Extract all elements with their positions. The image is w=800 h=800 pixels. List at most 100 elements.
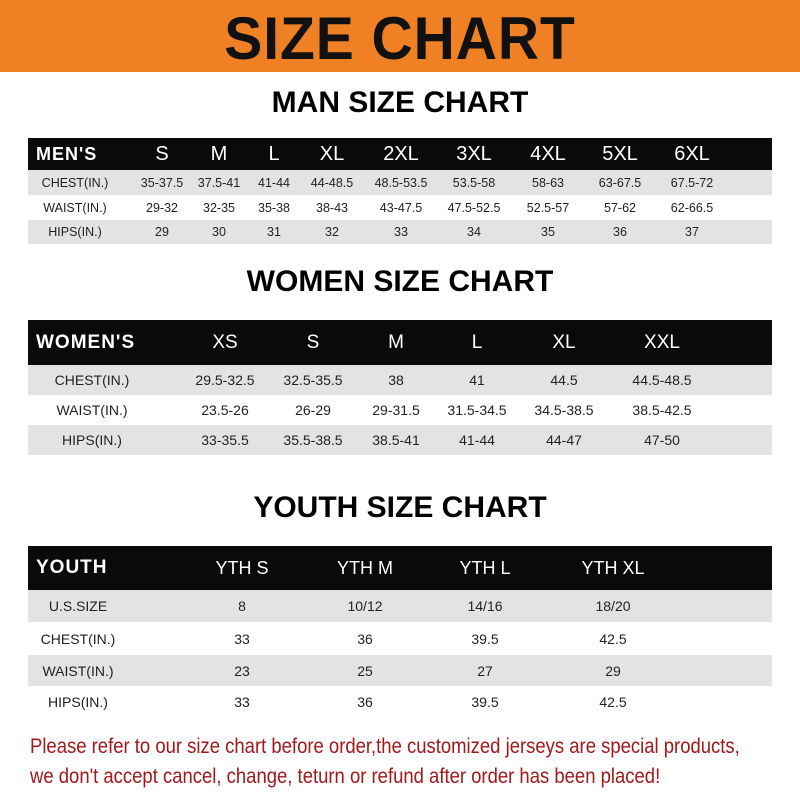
row-label: WAIST(IN.) xyxy=(42,662,114,679)
size-header-cell: XL xyxy=(319,142,345,165)
table-cell: 35-37.5 xyxy=(140,175,184,190)
table-cell: 29-32 xyxy=(146,200,178,215)
table-row: WAIST(IN.) 29-32 32-35 35-38 38-43 43-47.5 47.… xyxy=(28,195,772,220)
table-cell: 38 xyxy=(388,372,404,388)
size-header-cell: YTH S xyxy=(215,557,269,578)
row-label: CHEST(IN.) xyxy=(40,630,116,647)
row-label: CHEST(IN.) xyxy=(41,175,109,190)
row-label: U.S.SIZE xyxy=(48,598,108,614)
size-header-cell: XXL xyxy=(644,331,680,353)
table-cell: 38.5-42.5 xyxy=(632,402,692,418)
size-header-cell: YTH M xyxy=(337,557,393,578)
table-cell: 27 xyxy=(477,662,493,679)
size-header-cell: 6XL xyxy=(674,142,710,165)
size-header-cell: M xyxy=(210,142,228,165)
row-label: HIPS(IN.) xyxy=(48,694,108,710)
table-cell: 14/16 xyxy=(467,598,503,614)
page-title: SIZE CHART xyxy=(224,5,576,72)
table-cell: 10/12 xyxy=(347,598,383,614)
table-cell: 58-63 xyxy=(532,175,564,190)
table-header-row: WOMEN'S XS S M L XL XXL xyxy=(28,320,772,365)
size-header-cell: XL xyxy=(552,331,576,353)
table-row: HIPS(IN.) 33 36 39.5 42.5 xyxy=(28,686,772,718)
table-row: CHEST(IN.) 29.5-32.5 32.5-35.5 38 41 44.5 44.5… xyxy=(28,365,772,395)
table-row: WAIST(IN.) 23 25 27 29 xyxy=(28,655,772,686)
table-cell: 29 xyxy=(155,225,169,239)
notice-line-1: Please refer to our size chart before or… xyxy=(30,735,740,758)
table-cell: 35-38 xyxy=(258,200,290,215)
table-cell: 34 xyxy=(467,225,481,239)
notice-line-2: we don't accept cancel, change, teturn o… xyxy=(30,765,661,788)
women-size-table: WOMEN'S XS S M L XL XXL CHEST(IN.) 29.5-32.5 32.5… xyxy=(28,320,772,455)
size-header-cell: 4XL xyxy=(530,142,566,165)
table-cell: 32.5-35.5 xyxy=(283,372,343,388)
table-cell: 39.5 xyxy=(471,694,499,710)
table-cell: 42.5 xyxy=(599,694,627,710)
size-header-cell: M xyxy=(388,331,404,353)
table-cell: 47-50 xyxy=(644,432,680,448)
size-header-cell: 2XL xyxy=(383,142,419,165)
table-title-cell: MEN'S xyxy=(36,143,98,164)
table-cell: 36 xyxy=(613,225,627,239)
table-cell: 42.5 xyxy=(599,630,627,647)
table-cell: 44.5 xyxy=(550,372,578,388)
table-cell: 57-62 xyxy=(604,200,636,215)
table-cell: 53.5-58 xyxy=(452,175,496,190)
table-row: HIPS(IN.) 33-35.5 35.5-38.5 38.5-41 41-44 44-… xyxy=(28,425,772,455)
women-section-title: WOMEN SIZE CHART xyxy=(246,265,554,298)
table-row: CHEST(IN.) 35-37.5 37.5-41 41-44 44-48.5 48.5… xyxy=(28,170,772,195)
table-cell: 62-66.5 xyxy=(670,200,714,215)
table-cell: 33 xyxy=(394,225,408,239)
size-header-cell: XS xyxy=(212,331,238,353)
table-cell: 41 xyxy=(469,372,485,388)
table-cell: 30 xyxy=(212,225,226,239)
row-label: HIPS(IN.) xyxy=(62,432,122,448)
size-header-cell: YTH XL xyxy=(581,557,645,578)
table-cell: 36 xyxy=(357,694,373,710)
table-cell: 18/20 xyxy=(595,598,631,614)
table-cell: 26-29 xyxy=(295,402,331,418)
size-header-cell: S xyxy=(155,142,169,165)
size-header-cell: L xyxy=(471,331,483,353)
size-header-cell: L xyxy=(268,142,280,165)
table-row: HIPS(IN.) 29 30 31 32 33 34 35 36 37 xyxy=(28,220,772,244)
size-header-cell: YTH L xyxy=(459,557,511,578)
table-cell: 38-43 xyxy=(316,200,348,215)
table-header-row: MEN'S S M L XL 2XL 3XL 4XL 5XL 6XL xyxy=(28,138,772,170)
table-cell: 33 xyxy=(234,694,250,710)
youth-size-table: YOUTH YTH S YTH M YTH L YTH XL U.S.SIZE 8 10/12… xyxy=(28,546,772,718)
men-section-title: MAN SIZE CHART xyxy=(271,86,529,119)
table-cell: 43-47.5 xyxy=(379,200,423,215)
youth-section-title: YOUTH SIZE CHART xyxy=(253,491,547,524)
table-title-cell: YOUTH xyxy=(36,557,108,578)
table-row: CHEST(IN.) 33 36 39.5 42.5 xyxy=(28,622,772,655)
table-title-cell: WOMEN'S xyxy=(36,331,136,353)
size-header-cell: S xyxy=(306,331,320,353)
table-header-row: YOUTH YTH S YTH M YTH L YTH XL xyxy=(28,546,772,590)
table-cell: 32 xyxy=(325,225,339,239)
table-row: U.S.SIZE 8 10/12 14/16 18/20 xyxy=(28,590,772,622)
table-cell: 8 xyxy=(238,598,246,614)
table-cell: 31.5-34.5 xyxy=(447,402,507,418)
table-cell: 34.5-38.5 xyxy=(534,402,594,418)
table-cell: 52.5-57 xyxy=(526,200,570,215)
table-cell: 38.5-41 xyxy=(372,432,420,448)
table-cell: 63-67.5 xyxy=(598,175,642,190)
row-label: CHEST(IN.) xyxy=(54,372,130,388)
table-cell: 35.5-38.5 xyxy=(283,432,343,448)
table-cell: 48.5-53.5 xyxy=(374,175,428,190)
header-banner: SIZE CHART xyxy=(0,0,800,72)
table-cell: 35 xyxy=(541,225,555,239)
size-header-cell: 3XL xyxy=(456,142,492,165)
table-cell: 41-44 xyxy=(459,432,495,448)
table-cell: 23.5-26 xyxy=(201,402,249,418)
table-cell: 36 xyxy=(357,630,373,647)
table-cell: 44-48.5 xyxy=(310,175,354,190)
row-label: WAIST(IN.) xyxy=(43,200,107,215)
men-size-table: MEN'S S M L XL 2XL 3XL 4XL 5XL 6XL CHEST(IN.) 35-37… xyxy=(28,138,772,244)
row-label: WAIST(IN.) xyxy=(56,402,128,418)
table-cell: 41-44 xyxy=(258,175,290,190)
table-cell: 25 xyxy=(357,662,373,679)
table-cell: 31 xyxy=(267,225,281,239)
table-cell: 32-35 xyxy=(203,200,235,215)
